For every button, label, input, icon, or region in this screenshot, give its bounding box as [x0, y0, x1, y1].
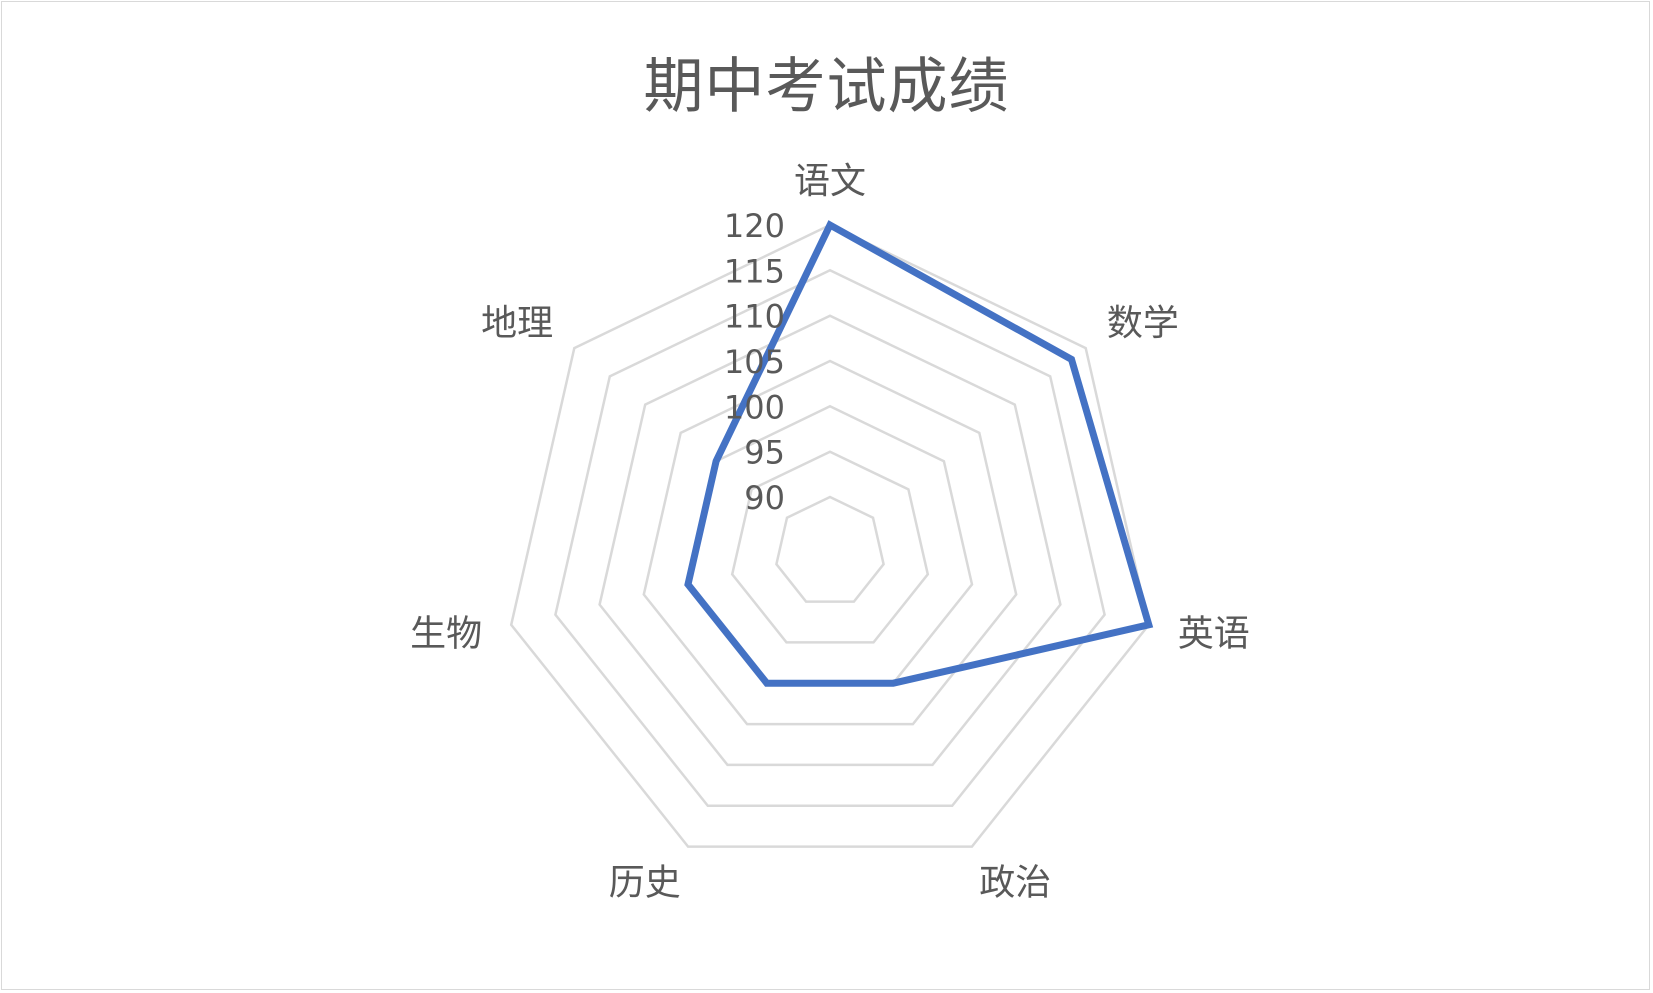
grid-ring-110 — [598, 314, 1062, 767]
tick-label-100: 100 — [724, 388, 785, 426]
category-label-历史: 历史 — [609, 863, 681, 904]
category-label-地理: 地理 — [481, 303, 553, 344]
series-layer — [684, 220, 1154, 687]
grid-ring-120 — [509, 223, 1151, 848]
tick-label-115: 115 — [724, 252, 785, 290]
chart-title: 期中考试成绩 — [643, 52, 1010, 122]
radial-tick-labels: 90 95 100 105 110 115 120 — [724, 207, 785, 517]
radar-grid — [509, 223, 1151, 848]
series-line-0 — [684, 220, 1154, 687]
grid-ring-90 — [775, 495, 885, 603]
grid-ring-95 — [730, 450, 930, 644]
category-label-数学: 数学 — [1107, 303, 1179, 344]
tick-label-110: 110 — [724, 298, 785, 336]
category-label-生物: 生物 — [410, 614, 482, 655]
grid-ring-115 — [554, 268, 1106, 808]
grid-ring-105 — [642, 359, 1018, 726]
tick-label-90: 90 — [744, 479, 785, 517]
tick-label-120: 120 — [724, 207, 785, 245]
category-label-语文: 语文 — [794, 161, 866, 202]
tick-label-95: 95 — [744, 434, 785, 472]
tick-label-105: 105 — [724, 343, 785, 381]
category-label-政治: 政治 — [979, 863, 1051, 904]
category-label-英语: 英语 — [1178, 614, 1250, 655]
